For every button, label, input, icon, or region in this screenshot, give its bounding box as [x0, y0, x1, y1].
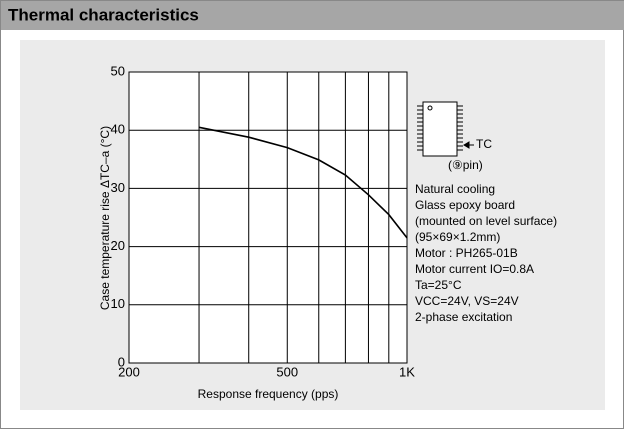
header-bar	[1, 1, 624, 30]
x-tick-label: 200	[118, 364, 140, 379]
pin-label: TC	[476, 137, 492, 151]
annotation: Glass epoxy board	[415, 198, 515, 212]
annotation: VCC=24V, VS=24V	[415, 294, 519, 308]
annotation: Motor : PH265-01B	[415, 246, 518, 260]
annotation: Natural cooling	[415, 182, 495, 196]
y-axis-label: Case temperature rise ΔTC–a (°C)	[98, 126, 112, 310]
y-tick-label: 10	[111, 296, 125, 311]
annotation: Ta=25°C	[415, 278, 462, 292]
chip-icon	[417, 101, 474, 157]
annotation: 2-phase excitation	[415, 310, 512, 324]
annotation: (95×69×1.2mm)	[415, 230, 500, 244]
y-tick-label: 30	[111, 180, 125, 195]
annotation: (mounted on level surface)	[415, 214, 557, 228]
pin-label: (⑨pin)	[448, 158, 483, 172]
y-tick-label: 0	[118, 354, 125, 369]
annotation: Motor current IO=0.8A	[415, 262, 534, 276]
x-axis-label: Response frequency (pps)	[198, 387, 339, 401]
x-tick-label: 1K	[399, 364, 415, 379]
line	[198, 126, 408, 239]
y-tick-label: 50	[111, 63, 125, 78]
header-title: Thermal characteristics	[8, 5, 199, 24]
y-tick-label: 20	[111, 238, 125, 253]
x-tick-label: 500	[276, 364, 298, 379]
plot-area	[128, 71, 408, 364]
y-tick-label: 40	[111, 122, 125, 137]
